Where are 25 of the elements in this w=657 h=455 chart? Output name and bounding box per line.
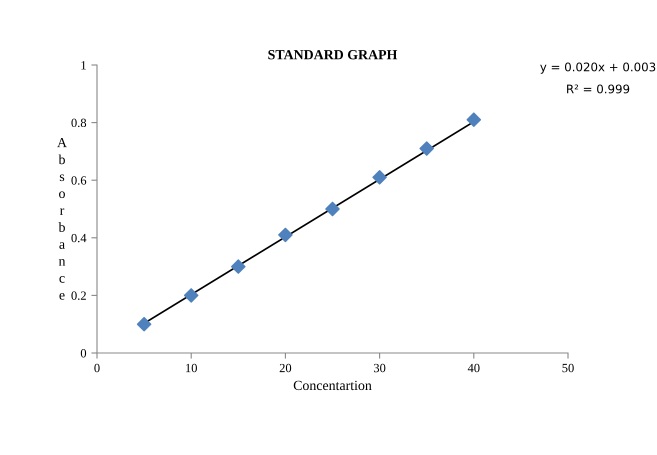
annotation: y = 0.020x + 0.003: [540, 62, 656, 74]
point: [136, 316, 152, 332]
point: [372, 170, 387, 185]
x-tick-label: 20: [280, 364, 292, 372]
y-tick-label: 0.6: [71, 176, 86, 185]
y-tick-label: 0: [80, 349, 86, 358]
y-tick-label: 1: [81, 61, 86, 70]
y-tick-label: 0.2: [71, 291, 86, 300]
point: [184, 288, 198, 303]
chart-title: STANDARD GRAPH: [268, 50, 398, 60]
point: [466, 112, 482, 128]
x-tick-label: 50: [562, 364, 574, 372]
y-tick-label: 0.8: [71, 118, 86, 128]
y-tick-label: 0.4: [71, 234, 86, 242]
point: [325, 202, 340, 216]
x-tick-label: 40: [468, 364, 480, 372]
x-tick-label: 10: [186, 364, 197, 372]
point: [278, 228, 293, 242]
x-tick-label: 30: [374, 364, 386, 372]
text: Absorbance: [57, 138, 67, 300]
point: [419, 141, 434, 156]
point: [231, 259, 246, 274]
annotation: R² = 0.999: [567, 84, 630, 94]
x-tick-label: 0: [94, 364, 100, 372]
x-axis-title: Concentartion: [294, 380, 372, 390]
